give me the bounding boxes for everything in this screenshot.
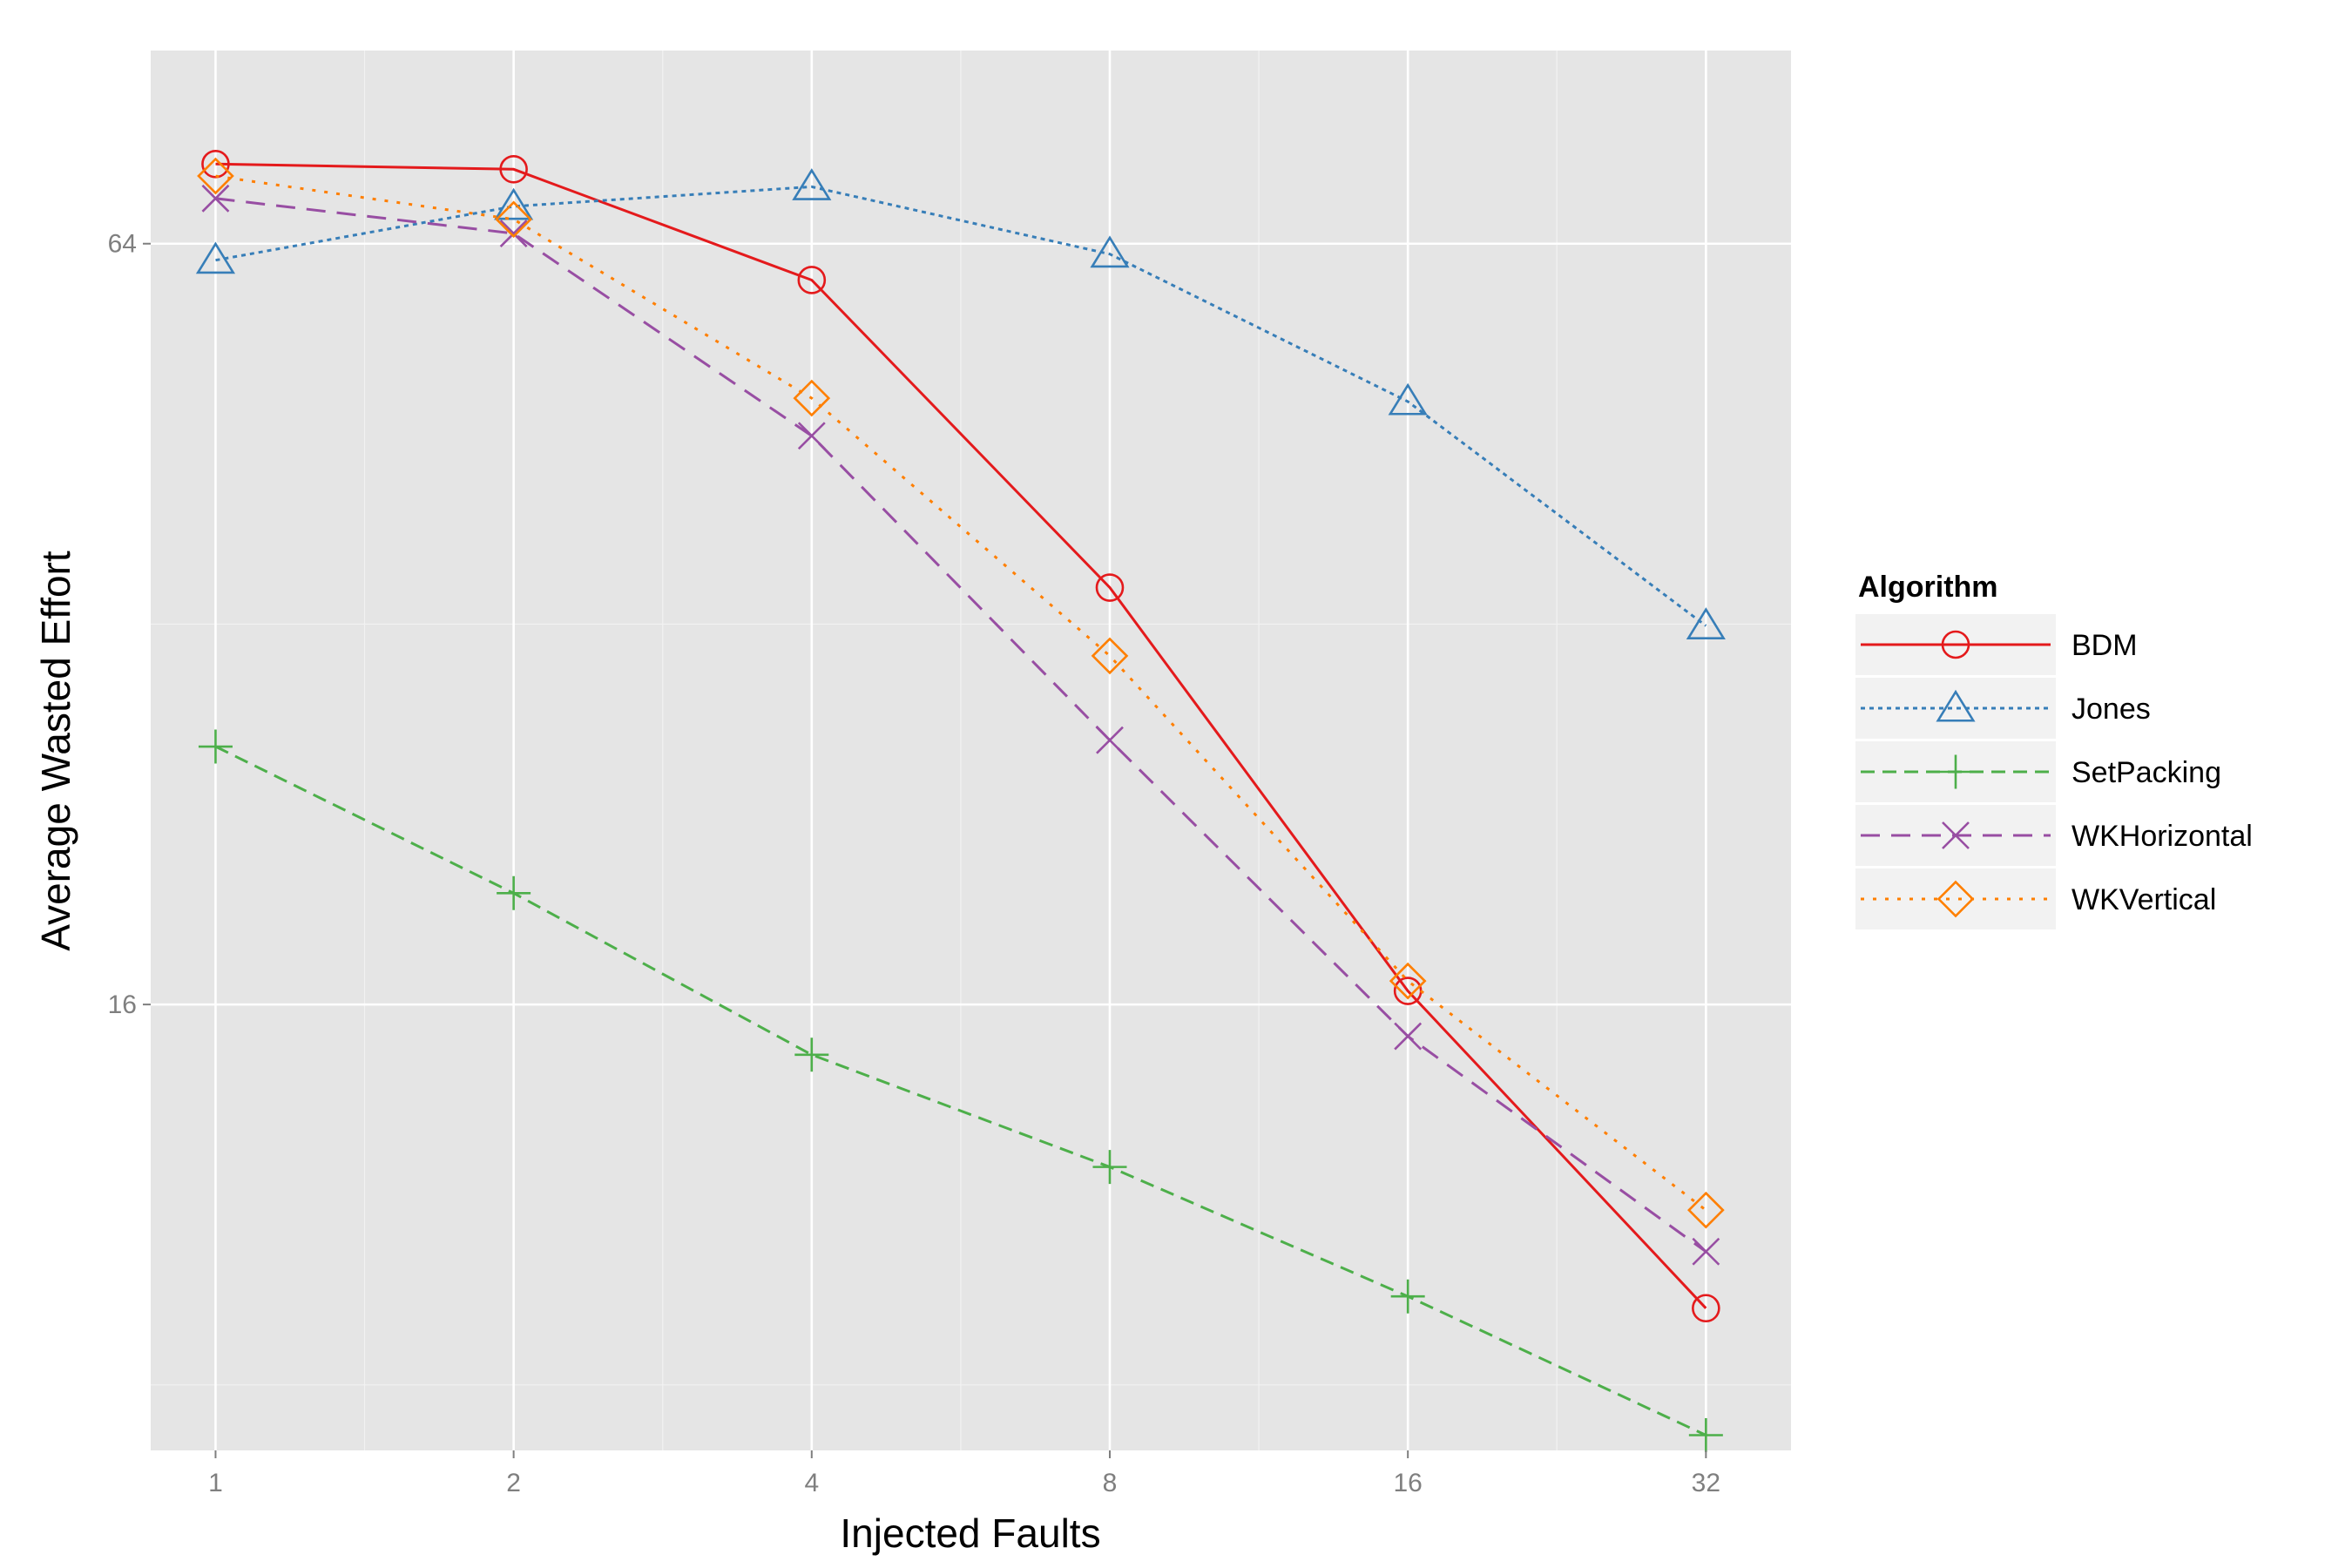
series-line-bdm [215,162,1707,1309]
x-tick-label: 8 [1103,1469,1118,1497]
data-point-wkhorizontal [201,184,230,213]
data-point-bdm [797,266,827,294]
data-point-wkhorizontal [1096,726,1124,754]
data-point-wkhorizontal [1692,1237,1720,1266]
data-point-jones [494,187,534,220]
data-point-wkhorizontal [1394,1022,1423,1051]
data-point-wkhorizontal [797,422,826,450]
data-point-bdm [1692,1294,1720,1323]
legend-item-wkhorizontal: WKHorizontal [1855,805,2253,866]
x-tick-label: 16 [1393,1469,1422,1497]
legend-item-setpacking: SetPacking [1855,741,2221,802]
legend-items: BDM Jones SetPacking WKHorizontal WKVertical [1855,614,2253,929]
series-jones [195,168,1726,639]
legend-label-jones: Jones [2072,693,2151,726]
series-setpacking [198,729,1723,1452]
series-wkhorizontal [201,184,1720,1266]
data-point-jones [1388,382,1428,416]
data-point-setpacking [1688,1418,1723,1452]
data-point-bdm [499,154,528,184]
grid-minor [151,51,1791,1450]
y-axis-title: Average Wasted Effort [33,551,78,951]
data-point-jones [1090,235,1130,268]
data-point-wkvertical [1091,637,1129,675]
data-point-wkvertical [1687,1191,1725,1229]
x-tick-label: 2 [506,1469,521,1497]
x-axis-title: Injected Faults [840,1511,1100,1556]
legend-item-jones: Jones [1855,678,2151,739]
series-line-jones [215,185,1707,627]
legend-marker-wkhorizontal [1942,821,1970,849]
series-line-wkhorizontal [215,197,1707,1254]
data-point-setpacking [497,875,531,910]
legend-item-bdm: BDM [1855,614,2138,675]
series-line-setpacking [214,745,1707,1436]
legend-label-wkvertical: WKVertical [2072,883,2216,916]
data-point-jones [195,241,236,274]
legend-key-jones [1855,678,2056,739]
data-point-wkhorizontal [499,220,528,247]
x-axis-ticks: 1 2 4 8 16 32 [208,1450,1720,1497]
data-point-setpacking [1390,1279,1425,1314]
legend: Algorithm BDM Jones SetPacking WKHorizontal… [1855,571,2253,929]
legend-title: Algorithm [1858,571,1998,604]
data-point-jones [1686,607,1726,639]
y-tick-label: 64 [108,230,137,259]
legend-marker-setpacking [1938,754,1973,789]
legend-marker-jones [1936,689,1976,722]
plot-panel [151,51,1791,1450]
data-point-setpacking [794,1037,829,1072]
legend-item-wkvertical: WKVertical [1855,868,2216,929]
legend-label-setpacking: SetPacking [2072,756,2221,789]
data-point-wkvertical [197,157,234,195]
x-tick-label: 4 [804,1469,819,1497]
data-point-wkvertical [793,379,831,417]
legend-marker-wkvertical [1936,880,1975,918]
legend-marker-bdm [1941,630,1970,659]
series-wkvertical [197,157,1725,1229]
x-tick-label: 1 [208,1469,223,1497]
data-point-jones [792,168,832,200]
data-point-wkvertical [495,200,532,239]
data-point-setpacking [1092,1150,1127,1185]
x-tick-label: 32 [1692,1469,1720,1497]
series-layer [195,149,1726,1452]
data-point-setpacking [198,729,233,764]
y-tick-label: 16 [108,990,137,1019]
data-point-wkvertical [1389,962,1427,1000]
legend-label-wkhorizontal: WKHorizontal [2072,820,2253,853]
legend-label-bdm: BDM [2072,629,2138,662]
data-point-bdm [1095,573,1125,602]
grid-major [151,51,1791,1450]
